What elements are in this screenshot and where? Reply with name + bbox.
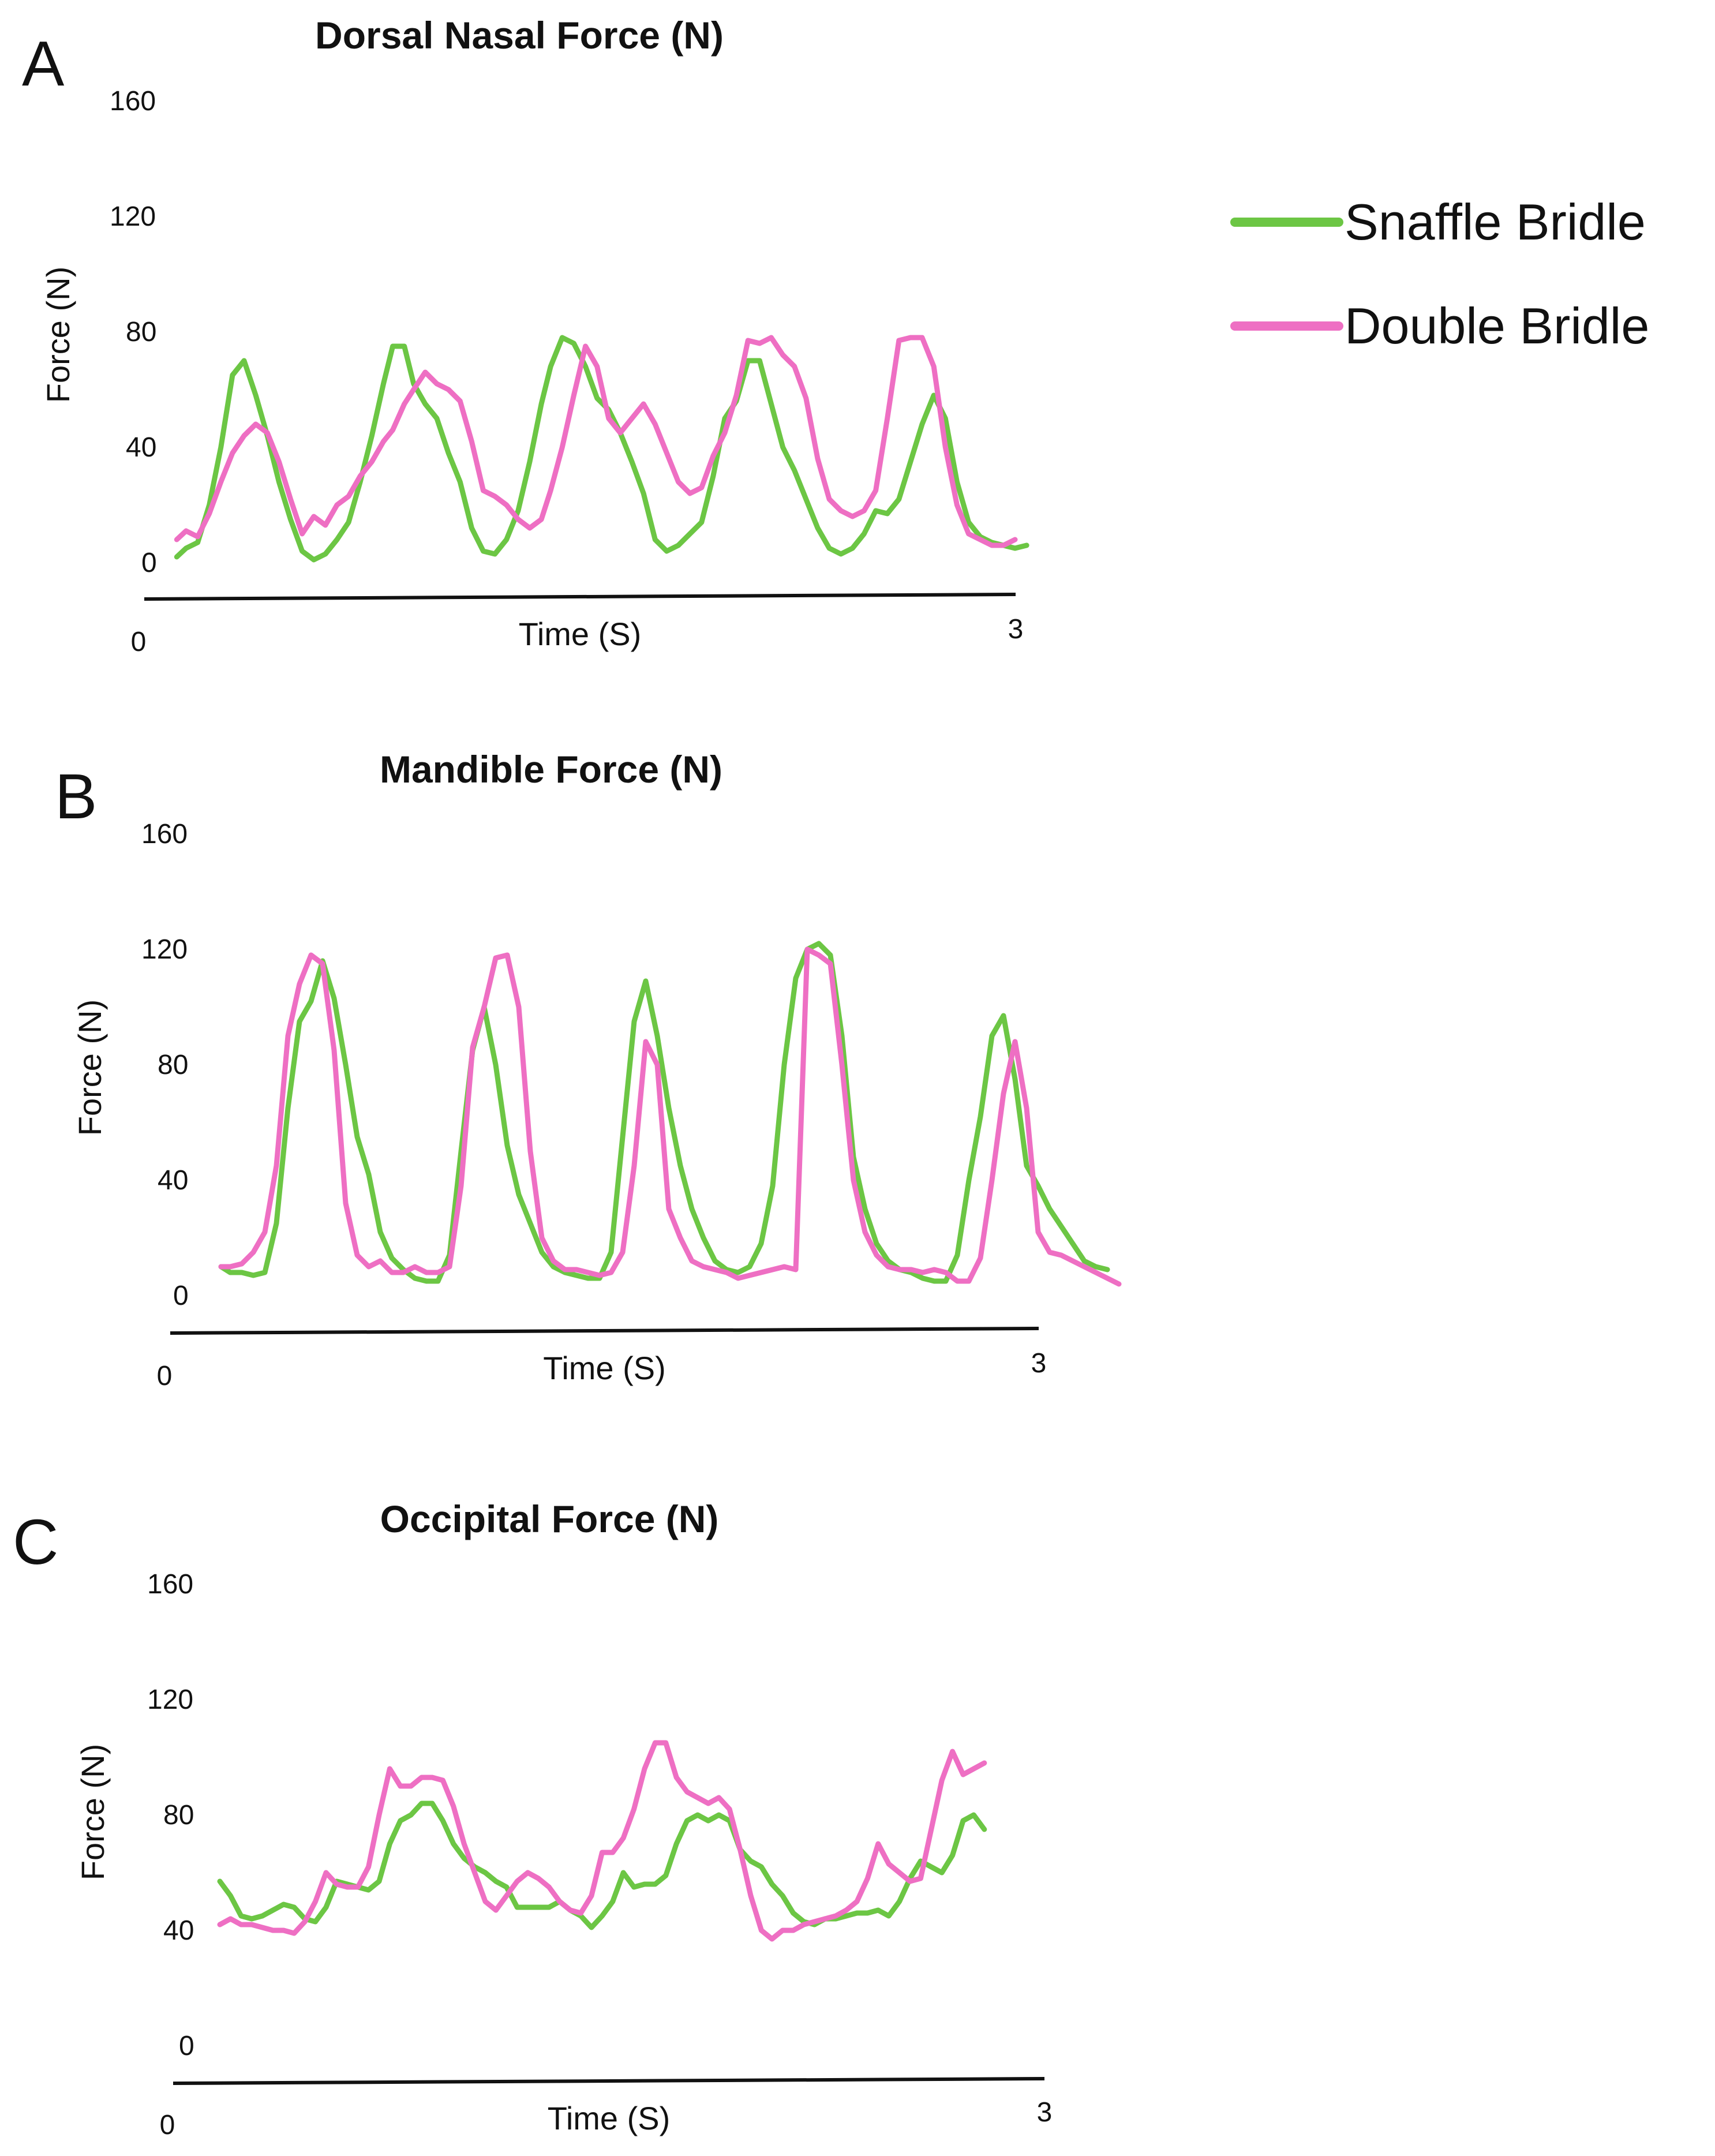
y-tick-label: 40: [158, 1165, 188, 1196]
y-tick-label: 0: [179, 2031, 194, 2061]
x-tick-label: 0: [160, 2110, 175, 2140]
y-tick-label: 0: [141, 548, 157, 578]
legend-label: Double Bridle: [1345, 297, 1649, 354]
y-tick-label: 160: [141, 819, 188, 849]
y-axis-title: Force (N): [40, 267, 76, 403]
chart-panel-a: A Dorsal Nasal Force (N) 0 40 80 120 160 Force …: [22, 14, 1029, 657]
y-tick-label: 0: [173, 1281, 189, 1311]
x-tick-label: 3: [1037, 2097, 1053, 2128]
y-tick-label: 40: [126, 432, 156, 463]
chart-panel-c: C Occipital Force (N) 0 40 80 120 160 Force (N)…: [13, 1498, 1052, 2140]
y-axis-title: Force (N): [72, 1000, 108, 1136]
series-line-double-bridle: [218, 946, 1122, 1287]
y-tick-label: 120: [110, 201, 156, 232]
x-tick-label: 3: [1031, 1348, 1047, 1379]
x-axis-line: [173, 2077, 1045, 2085]
chart-title: Occipital Force (N): [380, 1498, 719, 1540]
series-line-snaffle-bridle: [174, 335, 1029, 563]
y-tick-label: 80: [158, 1050, 188, 1080]
x-tick-label: 0: [131, 627, 147, 657]
y-tick-label: 160: [147, 1569, 193, 1600]
x-tick-label: 3: [1008, 614, 1024, 645]
x-axis-line: [170, 1327, 1039, 1335]
y-axis-title: Force (N): [74, 1744, 111, 1880]
y-tick-label: 120: [141, 934, 188, 965]
y-tick-label: 80: [126, 317, 156, 347]
legend-label: Snaffle Bridle: [1345, 193, 1646, 250]
x-tick-label: 0: [157, 1361, 173, 1391]
panel-letter: A: [22, 28, 65, 99]
series-line-double-bridle: [174, 335, 1018, 548]
legend: Snaffle Bridle Double Bridle: [1230, 193, 1649, 354]
series-line-double-bridle: [217, 1740, 987, 1942]
x-axis-line: [144, 593, 1016, 601]
series-line-snaffle-bridle: [217, 1801, 987, 1930]
y-tick-label: 40: [163, 1915, 194, 1946]
y-tick-label: 80: [163, 1800, 194, 1831]
x-axis-title: Time (S): [519, 616, 642, 652]
series-line-snaffle-bridle: [218, 941, 1110, 1284]
panel-letter: C: [13, 1507, 58, 1578]
chart-title: Mandible Force (N): [380, 748, 722, 791]
x-axis-title: Time (S): [543, 1350, 666, 1386]
chart-panel-b: B Mandible Force (N) 0 40 80 120 160 Force (N) 0…: [55, 748, 1122, 1391]
y-tick-label: 160: [110, 86, 156, 117]
y-tick-label: 120: [147, 1685, 193, 1715]
x-axis-title: Time (S): [548, 2100, 671, 2136]
panel-letter: B: [55, 761, 97, 832]
chart-title: Dorsal Nasal Force (N): [315, 14, 724, 57]
